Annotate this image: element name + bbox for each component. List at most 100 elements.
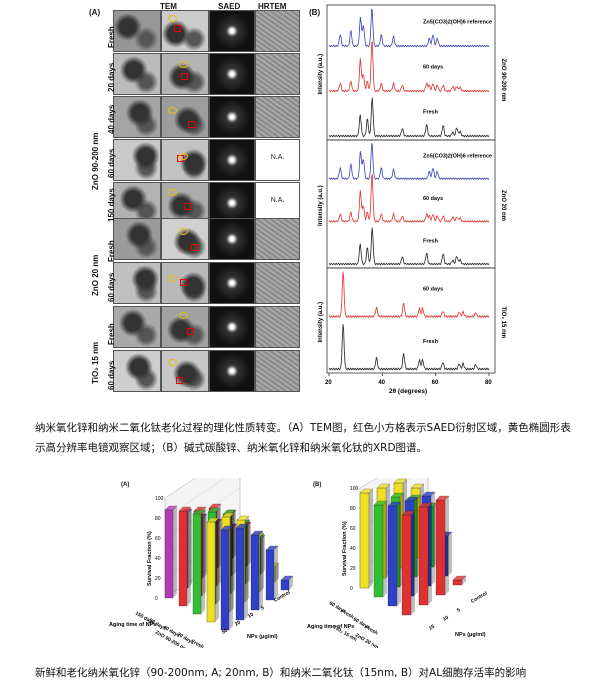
- chart-bar-top: [435, 495, 450, 501]
- tem-image: [113, 96, 161, 138]
- chart-bar-top: [235, 523, 249, 529]
- tem-image: [113, 182, 161, 224]
- chart-bar-side: [216, 508, 220, 604]
- tem-image: [113, 53, 161, 95]
- chart-ztick-label: 100: [155, 496, 164, 502]
- chart-bar: [164, 509, 174, 599]
- hrtem-image: [255, 262, 300, 304]
- hrtem-image: [255, 350, 300, 392]
- xrd-side-label: ZnO 20 nm: [500, 190, 506, 221]
- figure-1-caption: 纳米氧化锌和纳米二氧化钛老化过程的理化性质转变。（A）TEM图，红色小方格表示S…: [35, 422, 571, 454]
- chart-bar-side: [215, 518, 219, 622]
- chart-bar-side: [260, 533, 264, 592]
- xrd-trace: [328, 271, 490, 319]
- figure-2-caption: 新鲜和老化纳米氧化锌（90-200nm, A; 20nm, B）和纳米二氧化钛（…: [35, 667, 527, 679]
- xrd-trace-label: 60 days: [423, 65, 443, 71]
- chart-bar: [280, 579, 290, 591]
- chart-bar: [418, 506, 429, 606]
- chart-zlabel: Survival Fraction (%): [147, 531, 153, 586]
- chart-dose-tick: 50: [221, 628, 229, 636]
- tem-image: [161, 350, 209, 392]
- chart-bar-top: [236, 515, 250, 521]
- xrd-xtick-label: 20: [325, 380, 332, 386]
- xrd-trace-label: Fresh: [423, 339, 439, 345]
- xrd-side-label: ZnO 90-200 nm: [500, 59, 506, 102]
- hrtem-region-marker: [179, 153, 188, 160]
- chart-bar-side: [428, 503, 432, 605]
- chart-ztick-label: 60: [155, 536, 161, 542]
- saed-pattern-image: [209, 350, 255, 392]
- saed-pattern-image: [209, 10, 255, 52]
- tem-image: [161, 262, 209, 304]
- hrtem-region-marker: [168, 15, 177, 22]
- tem-image: [161, 10, 209, 52]
- saed-pattern-image: [209, 218, 255, 260]
- chart-zlabel: Survival Fraction (%): [342, 521, 348, 576]
- saed-region-marker: [187, 328, 194, 335]
- chart-dose-tick: 20: [234, 620, 242, 628]
- chart-bar-side: [261, 535, 265, 574]
- chart-age-tick: Fresh: [340, 609, 355, 621]
- chart-bar-side: [289, 576, 293, 590]
- chart-dose-tick: Control: [470, 590, 489, 604]
- chart-bar-side: [203, 514, 207, 578]
- chart-bar: [178, 510, 188, 607]
- saed-pattern-image: [209, 53, 255, 95]
- chart-ztick-label: 80: [155, 516, 161, 522]
- chart-bar-side: [229, 526, 233, 630]
- xrd-side-label: TiO₂ 15 nm: [500, 307, 506, 339]
- xrd-ylabel: Intensity (a.u.): [318, 54, 324, 95]
- saed-region-marker: [181, 73, 188, 80]
- row-label: 60 days: [107, 272, 116, 302]
- chart-bar: [401, 514, 412, 616]
- chart-gridline: [359, 478, 378, 489]
- chart-bar-side: [173, 506, 177, 598]
- chart-bar: [373, 504, 384, 598]
- chart-ztick-label: 40: [350, 546, 356, 552]
- chart-bar-side: [201, 510, 205, 614]
- chart-bar-side: [217, 504, 221, 586]
- chart-bar: [359, 492, 370, 589]
- row-label: Fresh: [107, 323, 116, 345]
- chart-gridline: [164, 478, 226, 519]
- saed-region-marker: [184, 203, 191, 210]
- chart-bar: [265, 549, 275, 601]
- group-label-tio2-15: TiO₂ 15 nm: [91, 341, 100, 384]
- tem-image: [161, 139, 209, 181]
- chart-bar-side: [448, 532, 452, 576]
- chart-bar-top: [192, 509, 206, 515]
- chart-bar-top: [418, 502, 433, 508]
- chart-bar: [452, 579, 463, 586]
- col-header-tem: TEM: [160, 2, 177, 11]
- chart-age-tick: Fresh: [190, 639, 205, 648]
- chart-bar: [387, 505, 398, 607]
- hrtem-region-marker: [179, 312, 188, 319]
- xrd-trace-label: Fresh: [423, 239, 439, 245]
- chart-bar-side: [202, 507, 206, 596]
- hrtem-image: [255, 53, 300, 95]
- chart-bar-top: [265, 545, 279, 551]
- xrd-trace-label: 60 days: [423, 196, 443, 202]
- chart-nps-label: NPs (μg/ml): [247, 634, 278, 640]
- fig2-panel-b-label: (B): [313, 482, 322, 488]
- chart-bar-top: [401, 510, 416, 516]
- chart-bar-side: [188, 509, 192, 588]
- tem-image: [113, 10, 161, 52]
- hrtem-image: N.A.: [255, 139, 300, 181]
- chart-ztick-label: 20: [350, 566, 356, 572]
- chart-nps-label: NPs (μg/ml): [455, 632, 486, 638]
- xrd-trace-label: Zn5(CO3)2(OH)6 reference: [423, 20, 492, 26]
- chart-bar-side: [462, 576, 466, 585]
- saed-region-marker: [188, 121, 195, 128]
- panel-a-tem: (A) TEM SAED HRTEM N.A. N.A. Fresh 20 day…: [85, 0, 300, 395]
- hrtem-region-marker: [168, 189, 177, 196]
- group-label-zno-20: ZnO 20 nm: [91, 254, 100, 296]
- chart-dose-tick: 15: [428, 624, 436, 632]
- hrtem-region-marker: [168, 275, 177, 282]
- chart-bar-side: [275, 563, 279, 582]
- group-label-zno-90-200: ZnO 90-200 nm: [91, 132, 100, 190]
- tem-image: [161, 306, 209, 348]
- hrtem-image: [255, 306, 300, 348]
- chart-bar-top: [376, 483, 391, 489]
- chart-bar-top: [220, 525, 234, 531]
